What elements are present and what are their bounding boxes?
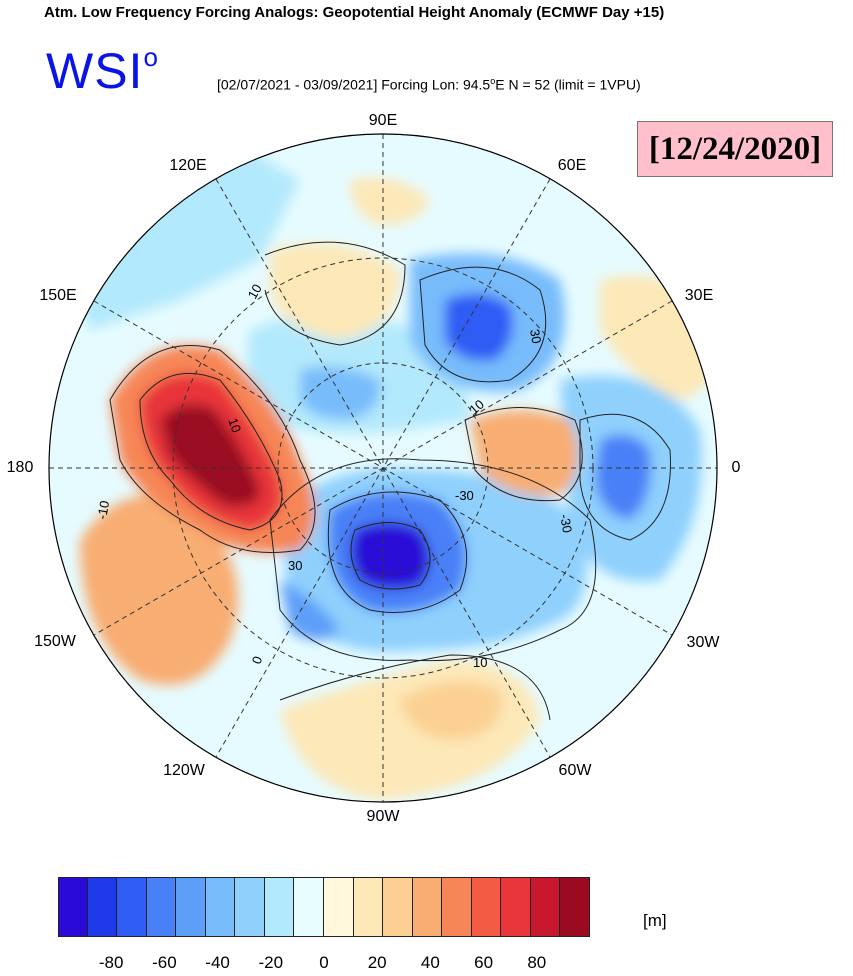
lon-label-0: 0 [731, 459, 741, 476]
colorbar-swatch [117, 877, 147, 937]
colorbar-tick-label: -60 [152, 953, 177, 972]
contour-low-north [419, 266, 547, 383]
lon-label-180: 180 [6, 459, 34, 476]
colorbar-tick-label: 60 [474, 953, 494, 972]
contour-ridge-outer [109, 345, 316, 553]
colorbar-tick-label: 40 [420, 953, 440, 972]
colorbar-swatch [264, 877, 295, 937]
lon-label-60w: 60W [558, 762, 592, 779]
colorbar-swatch [560, 877, 590, 937]
lon-label-150w: 150W [34, 633, 76, 650]
colorbar-tick-label: -40 [205, 953, 230, 972]
contour-label: 10 [245, 281, 265, 301]
colorbar-unit: [m] [643, 911, 667, 930]
colorbar-swatch [383, 877, 413, 937]
contour-warm-north [264, 241, 406, 346]
contour-label: -10 [94, 499, 112, 520]
anomaly-pacific-ridge-core [160, 404, 260, 506]
colorbar-swatch [353, 877, 384, 937]
contour-low-east [579, 413, 671, 541]
colorbar-swatch [501, 877, 531, 937]
anomaly-low-bering [280, 580, 340, 640]
colorbar-tick-label: -20 [258, 953, 284, 972]
contour-label: 10 [225, 416, 244, 435]
anomaly-orange-south [400, 682, 502, 740]
anomaly-low-canada-core [351, 522, 430, 589]
anomaly-low-east [595, 434, 651, 520]
colorbar-swatch [471, 877, 502, 937]
contour-ridge-mid [139, 372, 283, 531]
colorbar-swatch [87, 877, 118, 937]
contour-low-canada-core [350, 522, 431, 590]
colorbar-swatch [442, 877, 472, 937]
lon-label-30w: 30W [686, 634, 720, 651]
map-outline [48, 133, 718, 803]
colorbar-tick-label: -80 [98, 953, 124, 972]
anomaly-yellow-north [270, 243, 400, 340]
lon-label-90w: 90W [366, 808, 400, 825]
anomaly-low-north [445, 293, 513, 361]
contour-label: 0 [249, 654, 266, 666]
colorbar-swatch [176, 877, 206, 937]
anomaly-yellow-top [350, 177, 430, 225]
colorbar-swatch [146, 877, 177, 937]
latitude-circle-inner [277, 362, 489, 574]
lon-label-30e: 30E [684, 287, 714, 304]
wsi-logo: WSIo [46, 42, 159, 99]
date-box: [12/24/2020] [637, 121, 833, 177]
lon-label-150e: 150E [39, 287, 77, 304]
colorbar-swatch [58, 877, 88, 937]
contour-label: -30 [557, 513, 575, 534]
colorbar-swatch [324, 877, 354, 937]
contour-label: 30 [288, 558, 302, 573]
lon-label-90e: 90E [368, 112, 398, 129]
contour-label: -30 [455, 488, 474, 503]
colorbar [58, 877, 590, 937]
lon-label-120e: 120E [169, 157, 207, 174]
colorbar-swatch [294, 877, 324, 937]
contour-warm-south [279, 654, 551, 721]
anomaly-orange-west [80, 495, 239, 685]
subtitle: [02/07/2021 - 03/09/2021] Forcing Lon: 9… [217, 76, 641, 93]
colorbar-swatch [235, 877, 265, 937]
colorbar-tick-label: 0 [319, 953, 329, 972]
colorbar-swatch [205, 877, 236, 937]
contour-label: 10 [473, 655, 487, 670]
contour-low-canada [327, 491, 468, 613]
anomaly-orange-east [470, 410, 578, 496]
contour-ring [269, 458, 597, 662]
colorbar-tick-label: 20 [367, 953, 387, 972]
meridian-30e-150w [93, 300, 673, 636]
colorbar-tick-label: 80 [527, 953, 547, 972]
lon-label-120w: 120W [163, 762, 205, 779]
contour-label: 30 [527, 328, 544, 345]
colorbar-swatch [530, 877, 561, 937]
lon-label-60e: 60E [557, 157, 587, 174]
chart-title: Atm. Low Frequency Forcing Analogs: Geop… [44, 4, 665, 21]
colorbar-swatch [412, 877, 443, 937]
